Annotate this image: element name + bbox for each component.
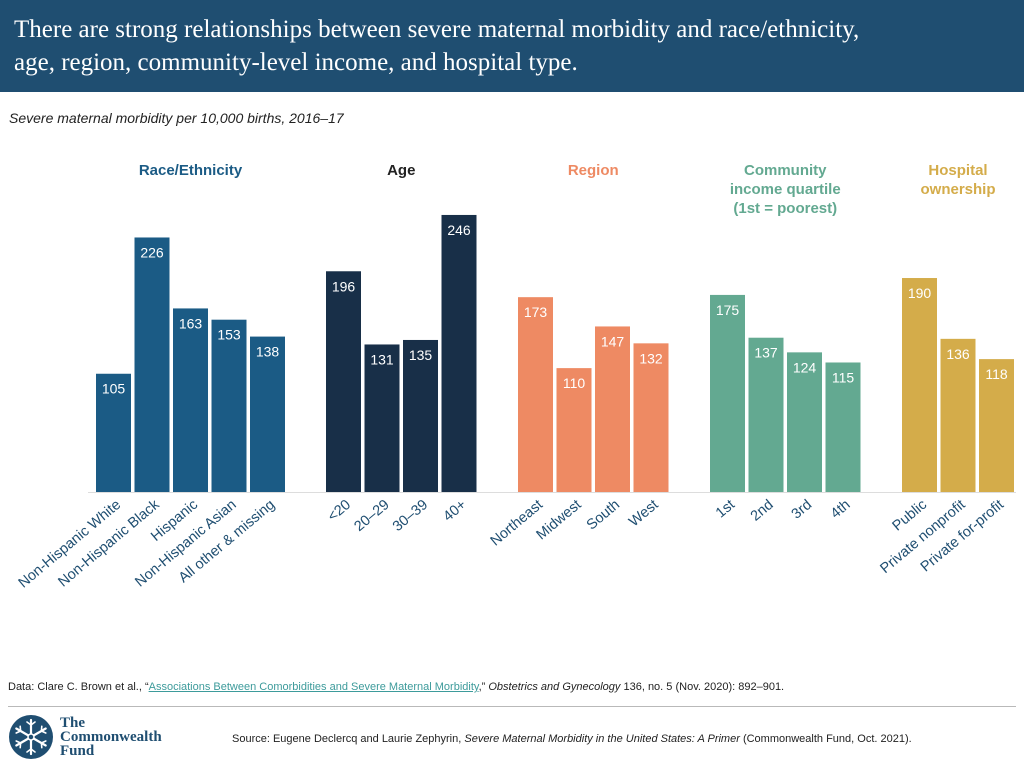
group-title-hospital-ownership: Hospital xyxy=(928,162,987,179)
source-suffix: (Commonwealth Fund, Oct. 2021). xyxy=(739,733,912,745)
bar-2nd xyxy=(748,337,784,492)
bar-west xyxy=(633,343,669,492)
tick-label-2nd: 2nd xyxy=(748,497,777,525)
data-label-south: 147 xyxy=(601,333,625,349)
logo-line-2: Commonwealth xyxy=(60,729,162,745)
group-title-region: Region xyxy=(568,162,619,179)
data-label-4th: 115 xyxy=(832,369,855,385)
data-label-northeast: 173 xyxy=(524,304,548,320)
data-label-30-39: 135 xyxy=(409,347,433,363)
group-title-age: Age xyxy=(387,162,415,179)
tick-label-30-39: 30–39 xyxy=(390,497,431,535)
data-source-link[interactable]: Associations Between Comorbidities and S… xyxy=(148,681,479,693)
tick-label-northeast: Northeast xyxy=(488,497,546,550)
logo-line-3: Fund xyxy=(60,743,95,759)
data-label-non-hispanic-asian: 153 xyxy=(217,327,241,343)
group-title-hospital-ownership: ownership xyxy=(920,181,995,198)
title-line-2: age, region, community-level income, and… xyxy=(14,49,578,76)
bar-public xyxy=(902,278,937,492)
data-label-hispanic: 163 xyxy=(179,315,203,331)
data-label-private-for-profit: 118 xyxy=(985,366,1008,382)
tick-label-3rd: 3rd xyxy=(789,497,815,523)
tick-label-south: South xyxy=(584,497,623,534)
source-citation: Source: Eugene Declercq and Laurie Zephy… xyxy=(232,733,912,745)
title-line-1: There are strong relationships between s… xyxy=(14,16,860,43)
group-title-community-income-quartile-1st-poorest: Community xyxy=(744,162,827,179)
bar-midwest xyxy=(556,368,592,492)
bar-northeast xyxy=(518,297,553,492)
data-label-1st: 175 xyxy=(716,302,740,318)
logo-text: The Commonwealth Fund xyxy=(60,715,162,759)
bar-private-for-profit xyxy=(979,359,1014,492)
data-label-public: 190 xyxy=(908,285,932,301)
bar-non-hispanic-asian xyxy=(211,319,247,492)
group-title-community-income-quartile-1st-poorest: income quartile xyxy=(730,181,841,198)
source-title: Severe Maternal Morbidity in the United … xyxy=(464,733,740,745)
bar-non-hispanic-white xyxy=(96,373,131,492)
tick-label-20: <20 xyxy=(325,497,354,525)
bar-3rd xyxy=(787,352,822,492)
tick-label-west: West xyxy=(626,497,661,530)
bar-non-hispanic-black xyxy=(134,237,170,492)
data-label-20: 196 xyxy=(332,278,356,294)
bar-30-39 xyxy=(403,339,438,492)
bar-hispanic xyxy=(173,308,208,492)
commonwealth-fund-logo[interactable]: The Commonwealth Fund xyxy=(8,714,178,762)
bar-4th xyxy=(825,362,861,492)
page-title: There are strong relationships between s… xyxy=(14,13,1010,79)
bar-1st xyxy=(710,294,745,492)
group-title-community-income-quartile-1st-poorest: (1st = poorest) xyxy=(733,200,837,217)
bar-private-nonprofit xyxy=(940,338,976,492)
note-suffix: 136, no. 5 (Nov. 2020): 892–901. xyxy=(620,681,785,693)
data-label-3rd: 124 xyxy=(793,359,817,375)
logo-line-1: The xyxy=(60,715,86,731)
bar-20 xyxy=(326,271,361,492)
data-label-40: 246 xyxy=(447,222,471,238)
data-label-all-other-missing: 138 xyxy=(256,344,280,360)
bar-20-29 xyxy=(364,344,400,492)
tick-label-40: 40+ xyxy=(440,497,469,525)
source-prefix: Source: Eugene Declercq and Laurie Zephy… xyxy=(232,733,465,745)
data-label-private-nonprofit: 136 xyxy=(946,346,970,362)
bar-all-other-missing xyxy=(250,336,285,492)
data-label-west: 132 xyxy=(639,350,663,366)
footer-divider xyxy=(8,706,1016,707)
note-journal: Obstetrics and Gynecology xyxy=(488,681,621,693)
bar-south xyxy=(595,326,630,492)
group-title-race-ethnicity: Race/Ethnicity xyxy=(139,162,243,179)
note-prefix: Data: Clare C. Brown et al., “ xyxy=(8,681,149,693)
data-label-non-hispanic-white: 105 xyxy=(102,381,126,397)
data-label-midwest: 110 xyxy=(563,375,586,391)
snowflake-icon xyxy=(9,715,53,759)
note-mid: ,” xyxy=(478,681,489,693)
header-banner: There are strong relationships between s… xyxy=(0,0,1024,92)
data-label-20-29: 131 xyxy=(370,351,394,367)
tick-label-20-29: 20–29 xyxy=(351,497,392,535)
chart-subtitle: Severe maternal morbidity per 10,000 bir… xyxy=(9,110,344,126)
data-label-2nd: 137 xyxy=(754,345,778,361)
data-note: Data: Clare C. Brown et al., “Associatio… xyxy=(8,681,784,693)
tick-label-4th: 4th xyxy=(828,497,854,522)
bar-40 xyxy=(441,214,477,492)
data-label-non-hispanic-black: 226 xyxy=(140,244,164,260)
tick-label-1st: 1st xyxy=(713,497,738,522)
